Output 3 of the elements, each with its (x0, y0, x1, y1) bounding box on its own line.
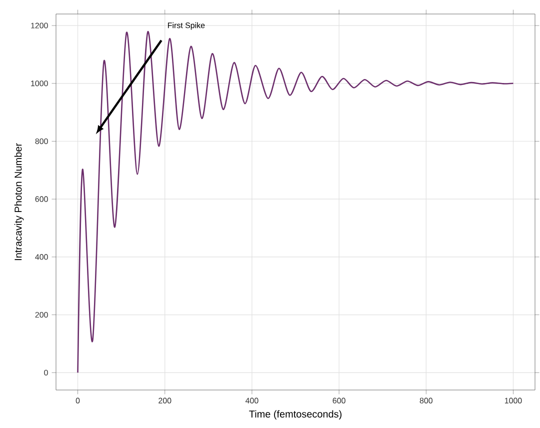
y-axis-title: Intracavity Photon Number (14, 143, 24, 260)
line-series (77, 30, 514, 374)
x-axis-title: Time (femtoseconds) (249, 410, 342, 420)
